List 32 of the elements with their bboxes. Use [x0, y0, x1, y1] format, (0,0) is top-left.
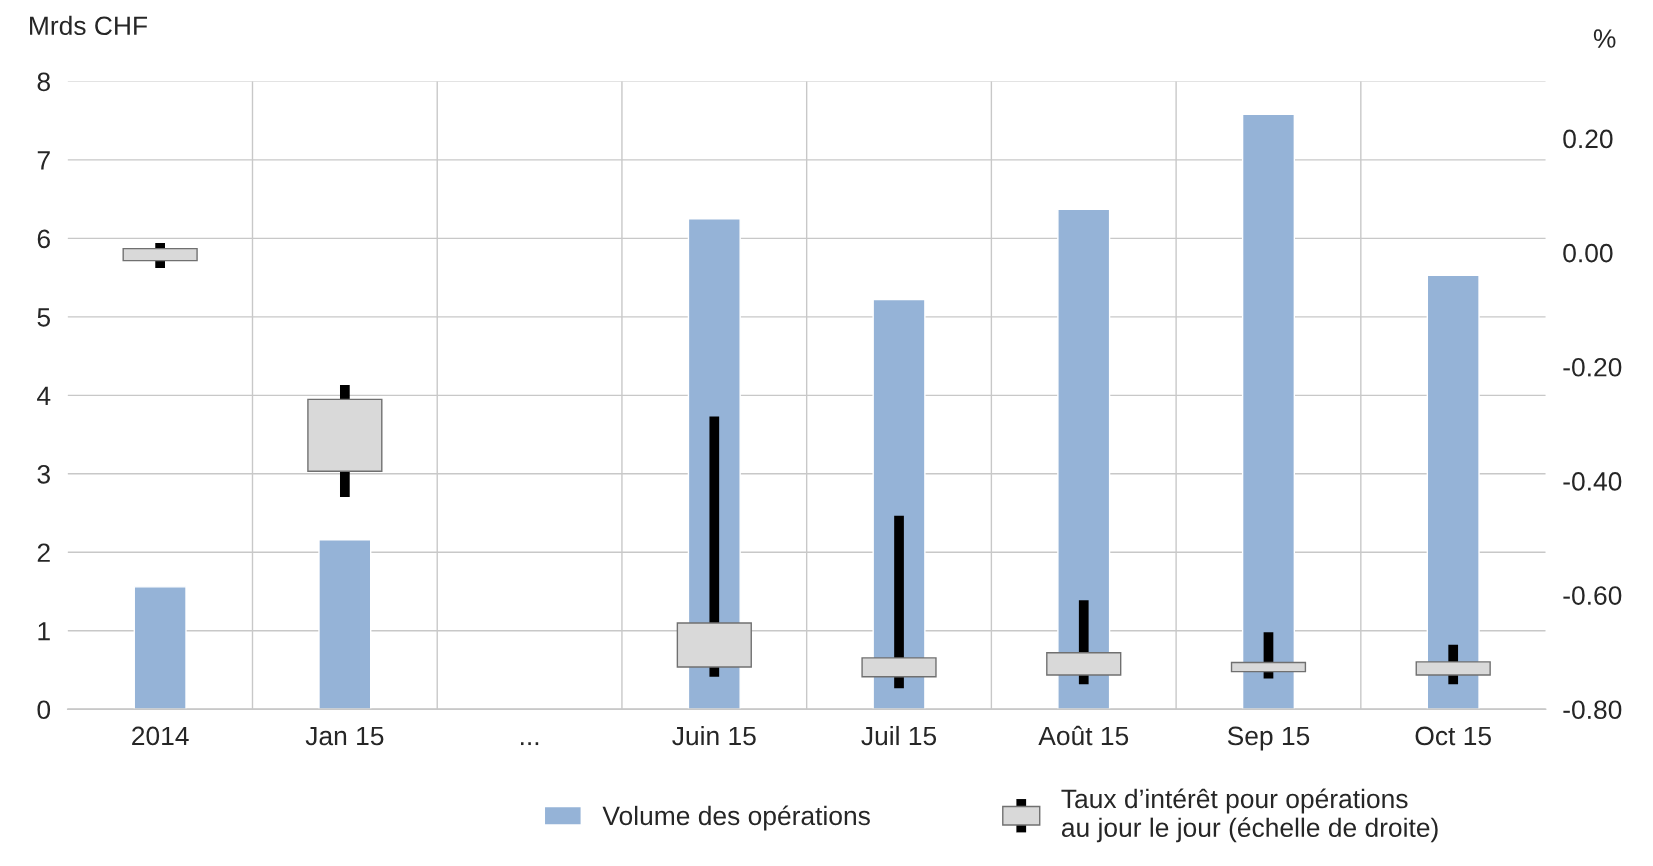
candlestick [122, 242, 198, 269]
x-tick-label: Juil 15 [861, 725, 937, 746]
y-tick-label: 4 [37, 386, 51, 405]
candlestick [1415, 644, 1491, 685]
y2-tick-label: -0.20 [1563, 357, 1622, 377]
bar [133, 586, 187, 710]
candlestick [1230, 632, 1307, 679]
y-axis-title: Mrds CHF [30, 15, 148, 36]
y-tick-label: 2 [37, 543, 50, 562]
y2-tick-label: -0.40 [1563, 472, 1622, 491]
x-tick-label: Sep 15 [1227, 726, 1310, 751]
x-tick-label: 2014 [132, 726, 189, 746]
y2-axis-title: % [1593, 29, 1616, 48]
x-tick-label: Août 15 [1038, 725, 1129, 746]
y2-tick-label: -0.80 [1563, 700, 1622, 720]
x-tick-label: Juin 15 [672, 725, 756, 746]
y2-tick-label: -0.60 [1563, 586, 1622, 605]
x-tick-label: Jan 15 [305, 726, 384, 746]
legend-label: Volume des opérations [602, 805, 870, 831]
y-tick-label: 8 [37, 72, 50, 92]
y-tick-label: 3 [37, 464, 50, 484]
y-tick-label: 1 [38, 622, 50, 641]
x-tick-label: Oct 15 [1415, 726, 1491, 746]
y-tick-label: 6 [37, 229, 50, 249]
y-tick-label: 0 [37, 700, 51, 720]
y2-tick-label: 0.20 [1563, 129, 1613, 149]
legend-label: Taux d’intérêt pour opérations au jour le jour (échelle de droite) [1061, 788, 1438, 843]
y-tick-label: 5 [37, 308, 50, 327]
bar [318, 539, 372, 710]
y-tick-label: 7 [37, 151, 50, 170]
x-tick-label: ... [520, 742, 539, 746]
y2-tick-label: 0.00 [1563, 243, 1613, 263]
